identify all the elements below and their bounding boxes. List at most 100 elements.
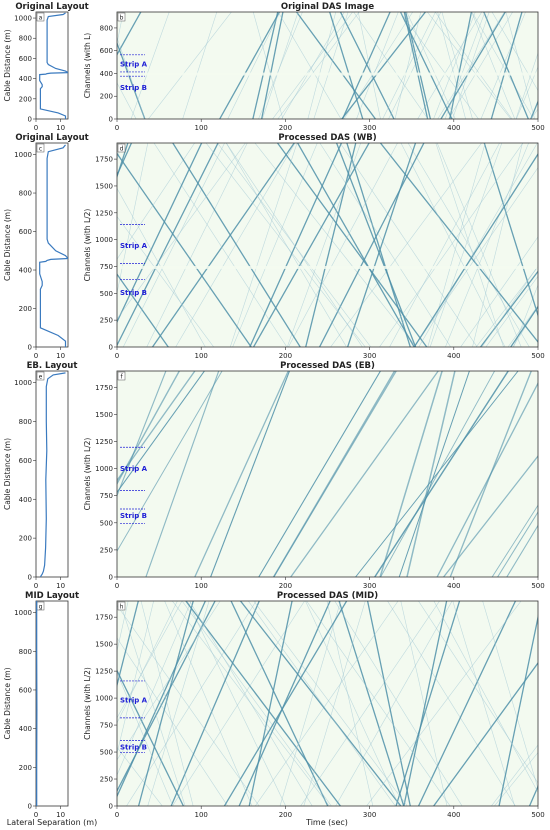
das-trace — [353, 12, 429, 119]
das-trace — [117, 187, 206, 347]
das-trace — [277, 12, 360, 119]
strip-a-label: Strip A — [120, 60, 148, 68]
das-trace — [117, 12, 124, 45]
das-trace — [341, 12, 391, 119]
das-trace — [513, 284, 538, 347]
layout-ytick-label: 600 — [19, 457, 32, 465]
das-title: Processed DAS (MID) — [277, 591, 378, 601]
layout-ytick-label: 200 — [19, 305, 32, 313]
das-trace — [491, 504, 538, 577]
layout-plot-area — [35, 11, 69, 120]
layout-ytick-label: 400 — [19, 267, 32, 275]
das-trace — [400, 601, 448, 806]
das-trace — [238, 601, 331, 806]
das-trace — [394, 12, 422, 119]
das-trace — [185, 601, 342, 806]
das-trace — [413, 152, 538, 347]
das-trace — [334, 601, 463, 806]
layout-ytick-label: 400 — [19, 496, 32, 504]
das-frame — [116, 600, 539, 807]
layout-panel-e: EB. Layout e 0 200 400 600 800 1000 0 10 Cable Dis… — [3, 361, 77, 590]
das-trace — [496, 511, 538, 577]
das-trace — [117, 12, 142, 56]
das-trace — [472, 143, 523, 347]
das-trace — [413, 167, 538, 347]
das-trace — [330, 143, 482, 347]
das-ytick-label: 0 — [109, 344, 113, 352]
das-trace — [403, 12, 429, 119]
shared-xlabel-right: Time (sec) — [305, 818, 348, 827]
layout-xtick-label: 10 — [56, 811, 65, 819]
das-trace — [490, 744, 538, 806]
das-xtick-label: 300 — [363, 811, 376, 819]
das-trace — [117, 143, 149, 295]
layout-plot-area — [35, 600, 69, 807]
das-xtick-label: 400 — [447, 124, 460, 132]
das-trace — [506, 524, 538, 577]
das-trace — [340, 12, 427, 119]
das-trace — [140, 601, 194, 806]
das-panel-f: Processed DAS (EB) f Strip A Strip B 0 250 500… — [83, 361, 545, 590]
das-trace — [493, 752, 538, 806]
panel-letter: b — [120, 15, 124, 22]
das-ytick-label: 500 — [100, 519, 113, 527]
das-trace — [258, 371, 382, 577]
das-trace — [117, 143, 195, 260]
das-xtick-label: 100 — [195, 124, 208, 132]
das-trace — [260, 12, 284, 119]
das-trace — [146, 143, 248, 347]
das-trace — [442, 455, 538, 577]
das-trace — [119, 601, 186, 806]
layout-plot-area — [35, 370, 69, 578]
das-trace — [471, 12, 516, 119]
das-trace — [515, 66, 538, 119]
das-trace — [225, 143, 347, 347]
das-trace — [300, 601, 440, 806]
das-trace — [117, 371, 223, 553]
panel-letter: f — [120, 374, 123, 381]
layout-ytick-label: 0 — [28, 803, 32, 811]
das-trace — [117, 371, 196, 482]
das-trace — [479, 270, 538, 347]
das-ylabel: Channels (with L) — [83, 33, 92, 98]
das-xtick-label: 0 — [115, 811, 119, 819]
das-trace — [482, 601, 538, 790]
das-trace — [117, 601, 178, 724]
das-trace — [254, 601, 399, 806]
layout-ytick-label: 800 — [19, 35, 32, 43]
das-ytick-label: 1500 — [95, 182, 113, 190]
das-gap-band — [117, 265, 538, 269]
das-trace — [366, 601, 522, 806]
panel-letter: g — [39, 604, 43, 611]
das-xtick-label: 500 — [531, 124, 544, 132]
das-trace — [117, 273, 170, 347]
das-trace — [281, 12, 345, 119]
layout-xtick-label: 10 — [56, 124, 65, 132]
panel-letter: c — [39, 146, 42, 153]
das-trace — [418, 601, 538, 784]
layout-title: Original Layout — [15, 2, 88, 12]
das-trace — [460, 236, 538, 347]
das-ytick-label: 1250 — [95, 438, 113, 446]
strip-b-label: Strip B — [120, 512, 147, 520]
layout-ytick-label: 1000 — [14, 151, 32, 159]
das-trace — [170, 601, 260, 806]
layout-xtick-label: 0 — [34, 124, 38, 132]
das-trace — [217, 143, 372, 347]
das-trace — [117, 82, 137, 119]
das-trace — [145, 371, 220, 577]
das-panel-h: Processed DAS (MID) h Strip A Strip B 0 250 50… — [83, 591, 545, 819]
layout-ylabel: Cable Distance (m) — [3, 667, 12, 739]
das-trace — [426, 12, 512, 119]
das-trace — [189, 601, 313, 806]
das-xtick-label: 200 — [279, 124, 292, 132]
das-trace — [117, 746, 163, 806]
das-ytick-label: 1000 — [95, 465, 113, 473]
das-trace — [147, 12, 232, 119]
das-trace — [117, 601, 129, 653]
das-ytick-label: 1750 — [95, 614, 113, 622]
das-trace — [262, 12, 299, 119]
layout-cable-line — [39, 372, 66, 577]
das-trace — [117, 371, 206, 494]
das-xtick-label: 200 — [279, 352, 292, 360]
